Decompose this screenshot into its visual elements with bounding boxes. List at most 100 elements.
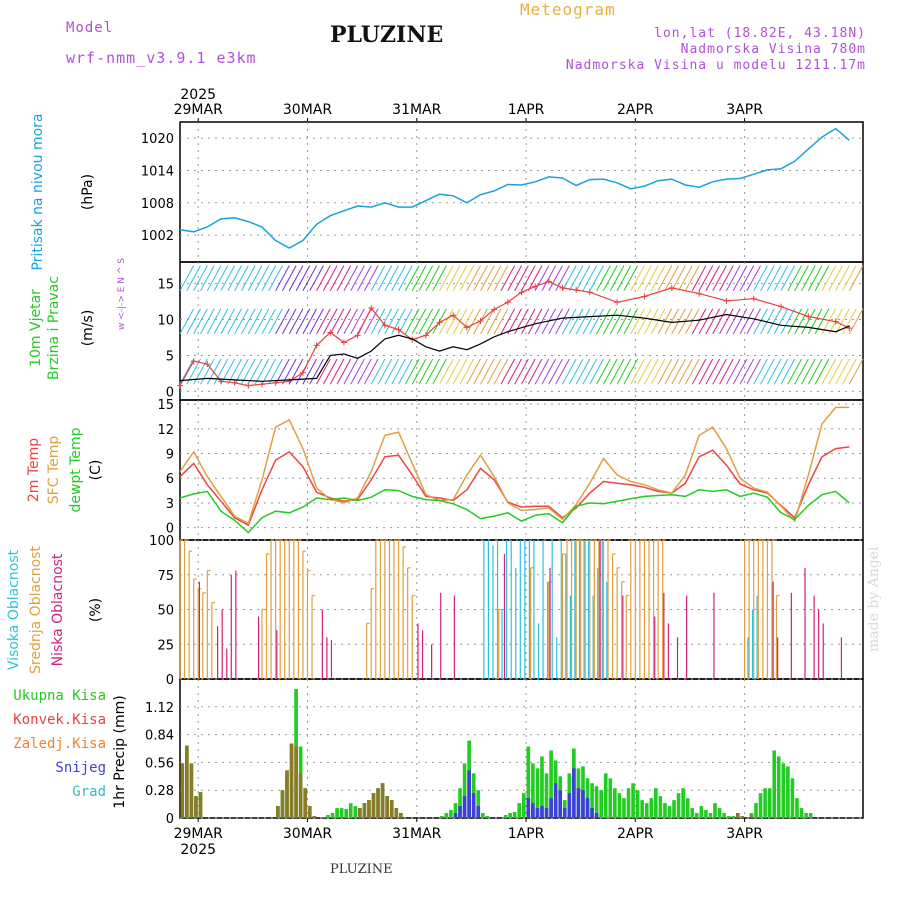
panel-frame xyxy=(179,678,864,819)
wind-barb xyxy=(220,358,236,385)
day-label-bottom: 30MAR xyxy=(283,826,332,842)
precip-bar xyxy=(512,812,517,818)
wind-barb xyxy=(575,358,591,385)
wind-barb xyxy=(637,265,652,291)
precip-bar xyxy=(335,808,339,818)
wind-barb xyxy=(766,265,782,291)
gust-marker xyxy=(395,326,402,333)
wind-barb xyxy=(630,265,645,291)
precip-bar xyxy=(198,792,203,818)
gust-marker xyxy=(381,322,388,329)
y-tick-label: 100 xyxy=(149,534,174,549)
wind-barb xyxy=(411,358,427,385)
precip-bar xyxy=(599,790,604,818)
wind-barb xyxy=(623,308,639,335)
precip-bar xyxy=(694,813,699,818)
wind-barb xyxy=(712,308,727,335)
y-tick-label: 25 xyxy=(157,638,174,653)
wind-barb xyxy=(760,265,775,291)
gust-marker xyxy=(177,382,183,389)
y-tick-label: 1014 xyxy=(141,164,174,179)
wind-barb xyxy=(288,265,304,291)
wind-barb xyxy=(582,358,598,385)
wind-barb xyxy=(206,265,222,291)
wind-barb xyxy=(302,308,318,335)
precip-bar xyxy=(603,773,608,818)
model-label: Model xyxy=(66,20,114,36)
wind-barb xyxy=(514,358,529,385)
wind-barb xyxy=(370,358,386,385)
wind-barb xyxy=(603,265,618,291)
y-tick-label: 1020 xyxy=(141,132,174,147)
wind-barb xyxy=(316,265,331,291)
wind-barb xyxy=(637,358,652,385)
wind-barb xyxy=(370,265,386,291)
wind-barb xyxy=(541,358,557,385)
wind-barb xyxy=(671,358,686,385)
wind-barb xyxy=(391,358,406,385)
wind-barb xyxy=(404,308,420,335)
wind-barb xyxy=(555,358,570,385)
wind-barb xyxy=(794,358,809,385)
wind-barb xyxy=(650,308,666,335)
wind-barb xyxy=(247,265,263,291)
wind-barb xyxy=(596,358,611,385)
wind-barb xyxy=(179,308,195,335)
gust-marker xyxy=(258,381,265,388)
wind-barb xyxy=(705,308,721,335)
precip-bar xyxy=(772,750,777,818)
wind-barb xyxy=(343,308,359,335)
precip-bar xyxy=(298,773,303,818)
wind-barb xyxy=(486,308,502,335)
gust-marker xyxy=(450,312,457,319)
wind-barb xyxy=(247,358,263,385)
precip-bar xyxy=(467,770,471,818)
precip-bar xyxy=(749,815,754,818)
precip-bar xyxy=(544,773,549,818)
wind-barb xyxy=(493,265,509,291)
wind-barb xyxy=(500,265,516,291)
wind-barb xyxy=(200,265,215,291)
wind-barb xyxy=(534,358,550,385)
wind-barb xyxy=(794,265,809,291)
wind-barb xyxy=(575,265,591,291)
wind-barb xyxy=(821,265,837,291)
gust-marker xyxy=(573,287,580,294)
wind-barb xyxy=(391,265,406,291)
precip-bar xyxy=(763,788,767,818)
wind-barb xyxy=(739,265,755,291)
wind-barb xyxy=(370,308,386,335)
precip-bar xyxy=(344,809,349,818)
wind-barb xyxy=(664,358,680,385)
precip-bar xyxy=(526,798,531,818)
wind-barb xyxy=(698,265,714,291)
wind-barb xyxy=(678,358,693,385)
wind-barb xyxy=(452,358,468,385)
gust-marker xyxy=(559,284,566,291)
wind-barb xyxy=(787,265,802,291)
precip-bar xyxy=(549,798,553,818)
wind-barb xyxy=(261,358,277,385)
wind-barb xyxy=(445,265,461,291)
wind-barb xyxy=(261,308,277,335)
precip-bar xyxy=(585,798,590,818)
wind-barb xyxy=(445,308,461,335)
wind-barb xyxy=(268,308,283,335)
precip-bar xyxy=(376,788,380,818)
wind-barb xyxy=(732,358,748,385)
precip-bar xyxy=(180,763,185,818)
precip-bar xyxy=(367,800,371,818)
precip-bar xyxy=(649,798,654,818)
wind-barb xyxy=(398,358,413,385)
cloud-low-label: Niska Oblacnost xyxy=(50,553,66,666)
precip-bar xyxy=(804,813,808,818)
gust-marker xyxy=(477,317,484,324)
wind-barb xyxy=(459,358,475,385)
wind-barb xyxy=(753,308,768,335)
wind-barb xyxy=(186,265,201,291)
wind-barb xyxy=(500,308,516,335)
wind-barb xyxy=(589,265,604,291)
wind-barb xyxy=(842,358,857,385)
wind-barb xyxy=(179,265,195,291)
precip-bar xyxy=(781,763,786,818)
